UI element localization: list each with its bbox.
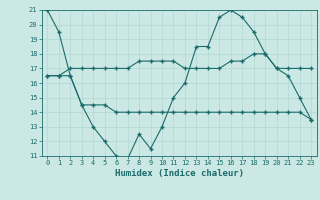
X-axis label: Humidex (Indice chaleur): Humidex (Indice chaleur) <box>115 169 244 178</box>
